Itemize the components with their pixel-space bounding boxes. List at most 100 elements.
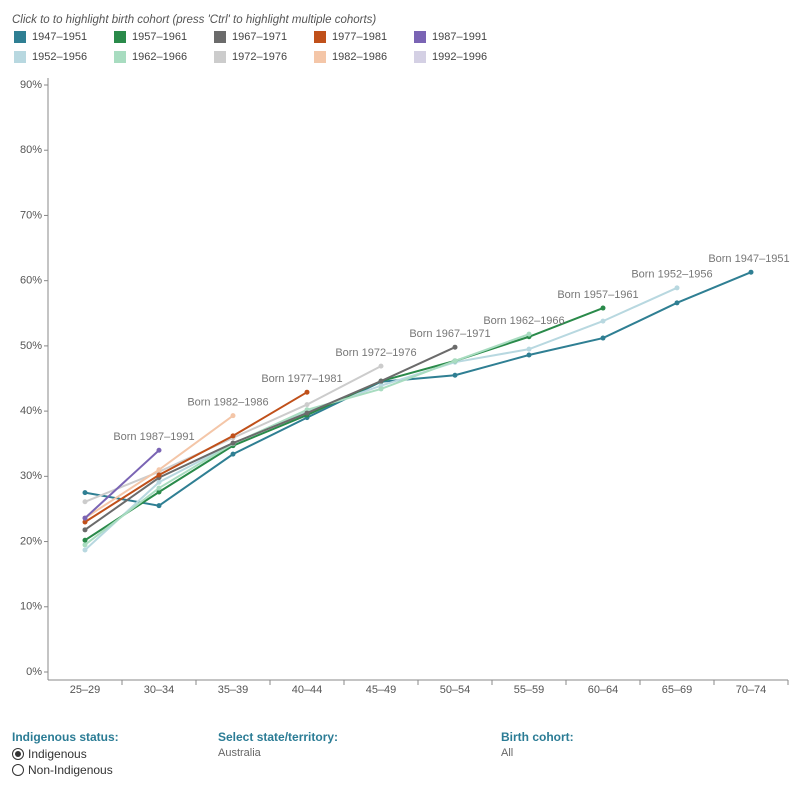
point[interactable] <box>230 440 236 446</box>
y-tick-label: 80% <box>20 144 42 156</box>
x-tick-label: 60–64 <box>588 684 619 696</box>
point[interactable] <box>82 547 88 553</box>
point[interactable] <box>156 489 162 495</box>
point[interactable] <box>526 346 532 352</box>
control-value: Australia <box>218 747 261 759</box>
end-label: Born 1977–1981 <box>261 373 342 385</box>
y-tick-label: 20% <box>20 535 42 547</box>
point[interactable] <box>230 451 236 457</box>
instruction: Click to to highlight birth cohort (pres… <box>12 14 376 26</box>
series-line[interactable] <box>84 307 604 542</box>
point[interactable] <box>82 515 88 521</box>
y-tick-label: 0% <box>26 666 42 678</box>
radio[interactable]: Indigenous <box>12 747 119 761</box>
series-line[interactable] <box>84 271 752 507</box>
control-title: Indigenous status: <box>12 730 119 744</box>
point[interactable] <box>156 479 162 485</box>
point[interactable] <box>452 358 458 364</box>
control-value: All <box>501 747 514 759</box>
legend-label[interactable]: 1992–1996 <box>432 51 487 63</box>
point[interactable] <box>600 318 606 324</box>
x-tick-label: 40–44 <box>292 684 323 696</box>
point[interactable] <box>82 499 88 505</box>
point[interactable] <box>82 537 88 543</box>
legend-label[interactable]: 1952–1956 <box>32 51 87 63</box>
point[interactable] <box>600 305 606 311</box>
legend-label[interactable]: 1977–1981 <box>332 31 387 43</box>
control-title: Select state/territory: <box>218 730 339 744</box>
series-line[interactable] <box>84 449 160 519</box>
point[interactable] <box>82 519 88 525</box>
point[interactable] <box>304 402 310 408</box>
legend-label[interactable]: 1957–1961 <box>132 31 187 43</box>
point[interactable] <box>600 335 606 341</box>
point[interactable] <box>378 378 384 384</box>
point[interactable] <box>452 372 458 378</box>
point[interactable] <box>82 542 88 548</box>
y-tick-label: 30% <box>20 470 42 482</box>
y-tick-label: 40% <box>20 405 42 417</box>
end-label: Born 1947–1951 <box>708 253 789 265</box>
legend-swatch[interactable] <box>314 31 326 43</box>
x-tick-label: 65–69 <box>662 684 693 696</box>
legend-label[interactable]: 1947–1951 <box>32 31 87 43</box>
legend-swatch[interactable] <box>114 31 126 43</box>
legend-label[interactable]: 1962–1966 <box>132 51 187 63</box>
x-tick-label: 30–34 <box>144 684 175 696</box>
legend-swatch[interactable] <box>114 51 126 63</box>
x-tick-label: 35–39 <box>218 684 249 696</box>
point[interactable] <box>378 363 384 369</box>
legend-swatch[interactable] <box>14 31 26 43</box>
series-line[interactable] <box>84 391 308 523</box>
legend-label[interactable]: 1972–1976 <box>232 51 287 63</box>
status-control: Indigenous status: Indigenous Non-Indige… <box>12 730 119 779</box>
point[interactable] <box>82 490 88 496</box>
option: Indigenous <box>28 747 87 761</box>
point[interactable] <box>304 410 310 416</box>
end-label: Born 1967–1971 <box>409 328 490 340</box>
series-line[interactable] <box>84 286 678 551</box>
point[interactable] <box>452 344 458 350</box>
point[interactable] <box>230 413 236 419</box>
y-tick-label: 60% <box>20 275 42 287</box>
radio[interactable]: Non-Indigenous <box>12 763 119 777</box>
point[interactable] <box>156 485 162 491</box>
legend-label[interactable]: 1987–1991 <box>432 31 487 43</box>
point[interactable] <box>156 472 162 478</box>
legend-swatch[interactable] <box>414 51 426 63</box>
point[interactable] <box>526 331 532 337</box>
series-line[interactable] <box>84 346 456 531</box>
point[interactable] <box>230 433 236 439</box>
option: Non-Indigenous <box>28 763 113 777</box>
point[interactable] <box>378 386 384 392</box>
x-tick-label: 55–59 <box>514 684 545 696</box>
chart: Click to to highlight birth cohort (pres… <box>12 14 790 696</box>
point[interactable] <box>526 352 532 358</box>
point[interactable] <box>156 503 162 509</box>
legend-swatch[interactable] <box>214 31 226 43</box>
end-label: Born 1982–1986 <box>187 397 268 409</box>
point[interactable] <box>674 300 680 306</box>
point[interactable] <box>674 285 680 291</box>
legend-swatch[interactable] <box>414 31 426 43</box>
legend-swatch[interactable] <box>14 51 26 63</box>
legend-label[interactable]: 1967–1971 <box>232 31 287 43</box>
cohort-control[interactable]: Birth cohort: All <box>501 730 574 759</box>
legend-swatch[interactable] <box>214 51 226 63</box>
legend-swatch[interactable] <box>314 51 326 63</box>
state-control[interactable]: Select state/territory: Australia <box>218 730 338 759</box>
point[interactable] <box>156 447 162 453</box>
y-tick-label: 50% <box>20 340 42 352</box>
point[interactable] <box>304 389 310 395</box>
x-tick-label: 50–54 <box>440 684 471 696</box>
point[interactable] <box>156 467 162 473</box>
legend-label[interactable]: 1982–1986 <box>332 51 387 63</box>
end-label: Born 1952–1956 <box>631 269 712 281</box>
end-label: Born 1972–1976 <box>335 347 416 359</box>
point[interactable] <box>82 527 88 533</box>
end-label: Born 1987–1991 <box>113 431 194 443</box>
end-label: Born 1962–1966 <box>483 315 564 327</box>
point[interactable] <box>748 269 754 275</box>
end-label: Born 1957–1961 <box>557 289 638 301</box>
x-tick-label: 70–74 <box>736 684 767 696</box>
